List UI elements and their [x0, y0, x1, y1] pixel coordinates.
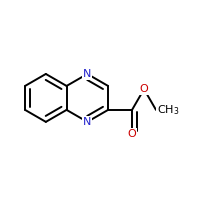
Text: CH$_3$: CH$_3$ [157, 103, 180, 117]
Text: N: N [83, 69, 92, 79]
Text: O: O [128, 129, 136, 139]
Text: O: O [140, 84, 148, 94]
Text: N: N [83, 117, 92, 127]
